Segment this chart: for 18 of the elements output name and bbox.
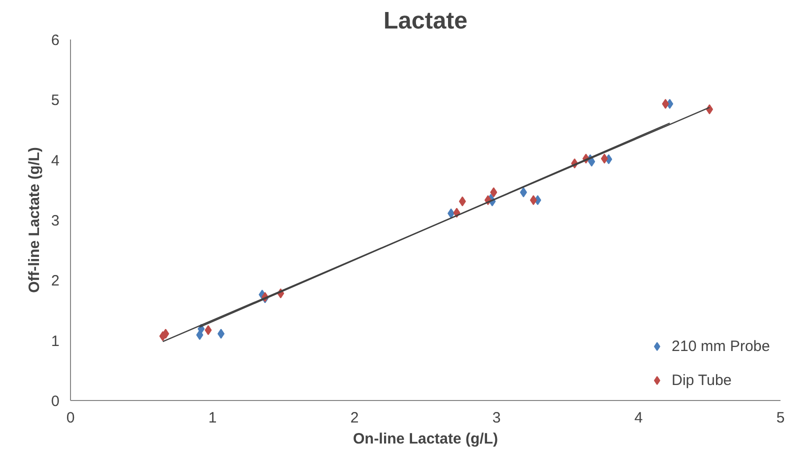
x-tick-label: 3 bbox=[492, 410, 501, 426]
y-tick-label: 3 bbox=[51, 212, 60, 230]
y-tick-label: 5 bbox=[51, 92, 60, 110]
y-tick-label: 1 bbox=[51, 332, 60, 350]
x-axis-title: On-line Lactate (g/L) bbox=[353, 430, 498, 448]
x-tick-label: 5 bbox=[776, 410, 785, 426]
legend-label: 210 mm Probe bbox=[672, 338, 770, 354]
legend-label: Dip Tube bbox=[672, 372, 732, 388]
x-tick-label: 1 bbox=[208, 410, 217, 426]
x-tick-label: 2 bbox=[350, 410, 359, 426]
y-tick-label: 4 bbox=[51, 152, 60, 170]
chart-title: Lactate bbox=[383, 8, 468, 34]
y-tick-label: 2 bbox=[51, 272, 60, 290]
y-axis-title: Off-line Lactate (g/L) bbox=[26, 147, 44, 293]
x-tick-label: 4 bbox=[634, 410, 643, 426]
x-tick-label: 0 bbox=[66, 410, 75, 426]
y-tick-label: 0 bbox=[51, 393, 60, 410]
y-tick-label: 6 bbox=[51, 32, 60, 49]
